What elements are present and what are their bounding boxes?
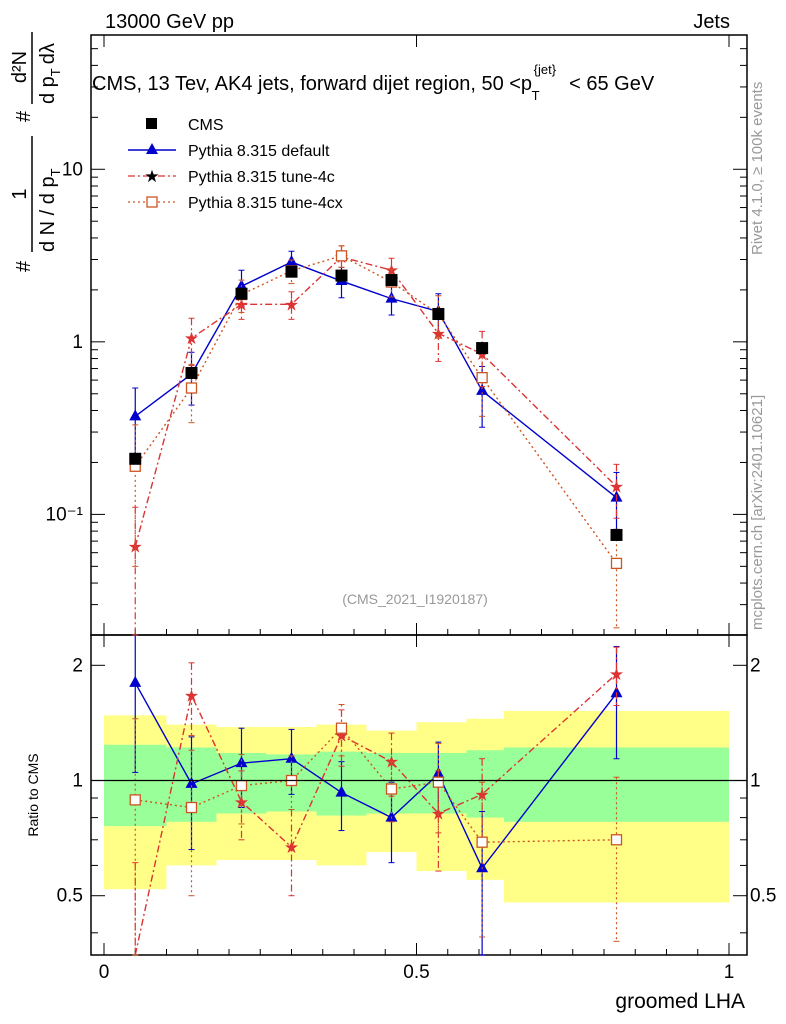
point-ratio-default-4 — [335, 785, 348, 797]
point-ratio-tune4cx-7 — [476, 836, 488, 848]
point-ratio-tune4cx-0 — [129, 794, 141, 806]
band-inner-7 — [466, 750, 504, 818]
cms-point-4 — [335, 269, 348, 282]
mcplots-text: mcplots.cern.ch [arXiv:2401.10621] — [749, 395, 766, 630]
cms-point-5 — [385, 274, 398, 287]
plot-title-sub: T — [532, 88, 540, 103]
legend-label-tune4c: Pythia 8.315 tune-4c — [188, 169, 335, 186]
y-axis-label-top: # 1 d N / d pT # d²N d pTdλ — [9, 32, 63, 272]
y-tick-label-bottom-right-0: 2 — [750, 655, 761, 676]
legend-marker-cms — [146, 118, 157, 129]
legend-marker-tune4c: ★ — [144, 167, 159, 186]
point-top-tune4cx-7 — [476, 372, 488, 384]
ylabel-hash-2: # — [13, 110, 35, 122]
series-line-top-tune4c — [134, 256, 617, 547]
series-layer: ★★★★★★★★★★★★★★★★★ — [128, 245, 624, 956]
cms-point-1 — [185, 366, 198, 379]
point-ratio-tune4c-8: ★ — [609, 665, 624, 684]
legend-label-tune4cx: Pythia 8.315 tune-4cx — [188, 195, 343, 212]
ylabel-num2: d²N — [9, 51, 31, 83]
point-ratio-tune4cx-6 — [432, 776, 445, 788]
x-axis-label: groomed LHA — [615, 990, 745, 1013]
y-tick-label-bottom-right-1: 1 — [750, 771, 761, 792]
point-ratio-tune4c-1: ★ — [184, 686, 199, 705]
point-ratio-default-5 — [385, 810, 398, 822]
cms-point-2 — [235, 287, 248, 300]
plot-title: CMS, 13 Tev, AK4 jets, forward dijet reg… — [92, 57, 655, 105]
point-top-tune4c-8: ★ — [609, 478, 624, 497]
point-ratio-tune4cx-4 — [335, 722, 348, 734]
legend: CMS Pythia 8.315 default ★ Pythia 8.315 … — [128, 117, 343, 212]
plot-title-sup: {jet} — [534, 62, 557, 77]
plot-title-main: CMS, 13 Tev, AK4 jets, forward dijet reg… — [92, 73, 532, 95]
y-tick-label-top-2: 10⁻¹ — [46, 504, 84, 525]
series-line-top-tune4cx — [134, 255, 618, 564]
plot-title-end: < 65 GeV — [569, 73, 655, 95]
legend-marker-tune4cx — [146, 196, 158, 208]
ylabel-num1: 1 — [9, 188, 31, 199]
cms-point-8 — [610, 528, 623, 541]
y-tick-label-bottom-0: 2 — [72, 655, 83, 676]
band-inner-8 — [504, 747, 729, 822]
ylabel-hash-1: # — [13, 260, 35, 272]
point-ratio-tune4cx-1 — [185, 801, 198, 814]
series-cms — [129, 265, 623, 541]
rivet-version-text: Rivet 4.1.0, ≥ 100k events — [749, 82, 766, 255]
y-axis-label-bottom: Ratio to CMS — [25, 753, 41, 836]
y-tick-label-top-0: 10 — [62, 159, 83, 180]
point-ratio-default-7 — [476, 861, 489, 873]
point-top-tune4cx-4 — [335, 250, 348, 262]
legend-label-cms: CMS — [188, 117, 224, 134]
y-tick-label-bottom-1: 1 — [72, 771, 83, 792]
point-ratio-default-2 — [235, 756, 248, 768]
point-ratio-default-0 — [129, 675, 142, 687]
point-ratio-tune4c-7: ★ — [475, 785, 490, 804]
cms-point-7 — [476, 342, 489, 355]
legend-marker-default — [146, 143, 158, 154]
analysis-watermark: (CMS_2021_I1920187) — [342, 591, 488, 607]
point-top-tune4c-1: ★ — [184, 329, 199, 348]
y-tick-label-bottom-right-2: 0.5 — [750, 886, 776, 907]
point-ratio-tune4c-2: ★ — [234, 793, 249, 812]
ylabel-den1: d N / d pT — [37, 168, 63, 252]
cms-point-0 — [129, 452, 142, 465]
ylabel-den2: d pTdλ — [37, 43, 63, 104]
axis-ticks: 0 0.5 1 10 1 10⁻¹ 2 2 1 1 0.5 0.5 — [46, 35, 776, 983]
point-top-tune4c-6: ★ — [431, 324, 446, 343]
y-tick-label-bottom-2: 0.5 — [57, 886, 83, 907]
point-ratio-tune4c-3: ★ — [284, 838, 299, 857]
point-top-default-0 — [129, 409, 142, 421]
uncertainty-bands — [104, 710, 729, 903]
point-ratio-default-8 — [610, 686, 623, 698]
header-right: Jets — [693, 11, 730, 33]
cms-point-6 — [432, 307, 445, 320]
x-tick-label-1: 0.5 — [403, 962, 429, 983]
x-tick-label-2: 1 — [724, 962, 735, 983]
point-top-tune4cx-8 — [610, 557, 623, 570]
y-tick-label-top-1: 1 — [72, 332, 83, 353]
point-top-default-7 — [476, 383, 489, 395]
point-top-tune4c-0: ★ — [128, 538, 143, 557]
bottom-panel-frame — [90, 634, 748, 956]
point-ratio-tune4cx-8 — [610, 834, 623, 846]
point-top-default-2 — [235, 279, 248, 291]
cms-point-3 — [285, 265, 298, 278]
point-top-tune4cx-1 — [185, 382, 198, 394]
point-ratio-default-1 — [185, 776, 198, 788]
series-line-top-default — [134, 261, 617, 499]
point-ratio-tune4cx-5 — [385, 783, 398, 795]
point-ratio-tune4cx-2 — [235, 779, 248, 792]
legend-label-default: Pythia 8.315 default — [188, 143, 330, 160]
header-left: 13000 GeV pp — [105, 11, 234, 33]
point-top-tune4c-3: ★ — [284, 295, 299, 314]
x-tick-label-0: 0 — [99, 962, 110, 983]
